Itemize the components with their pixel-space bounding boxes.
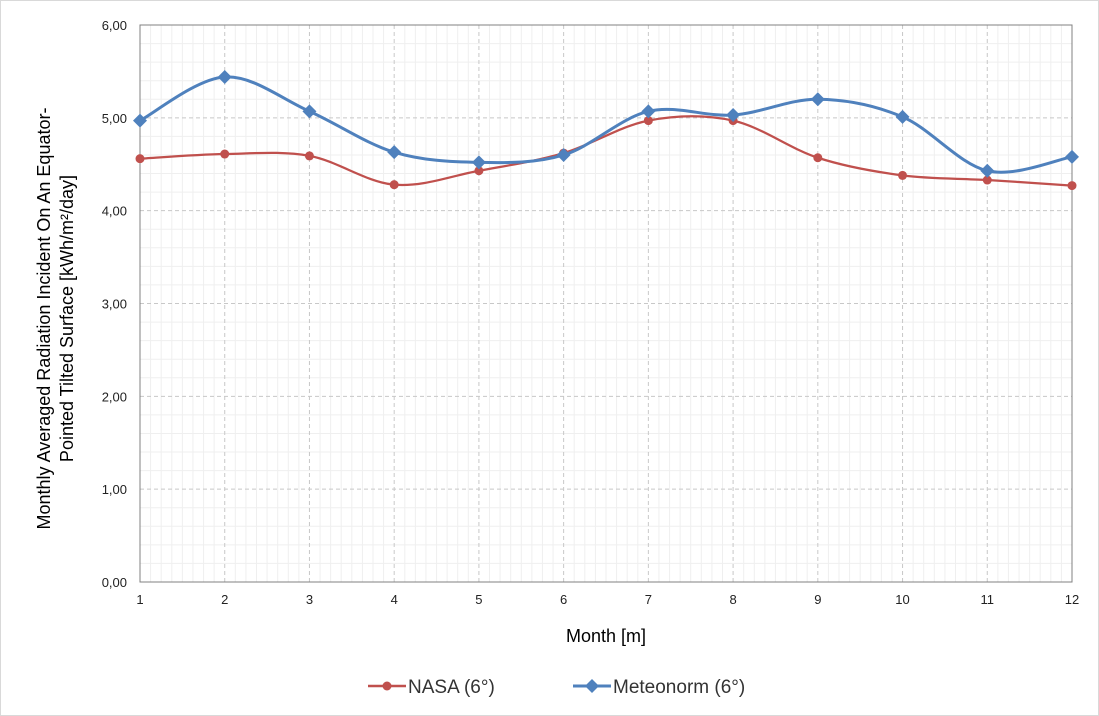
x-tick-label: 9 xyxy=(814,592,821,607)
legend-label-nasa-6: NASA (6°) xyxy=(408,677,495,698)
series-line-meteonorm-6 xyxy=(139,75,1073,174)
series-line-nasa-6 xyxy=(139,115,1073,187)
data-point-nasa-6-circle-marker xyxy=(982,175,992,185)
y-tick-label: 3,00 xyxy=(102,297,127,312)
series-lines xyxy=(139,75,1073,187)
x-tick-label: 4 xyxy=(391,592,398,607)
y-tick-label: 6,00 xyxy=(102,18,127,33)
y-axis-title: Monthly Averaged Radiation Incident On A… xyxy=(34,108,77,530)
data-point-meteonorm-6-diamond-marker xyxy=(471,155,486,170)
x-tick-label: 6 xyxy=(560,592,567,607)
x-axis-tick-labels: 1 2 3 4 5 6 7 8 9 10 11 12 xyxy=(136,592,1079,607)
data-point-meteonorm-6-diamond-marker xyxy=(217,69,232,84)
data-point-nasa-6-circle-marker xyxy=(898,170,908,180)
y-tick-label: 0,00 xyxy=(102,575,127,590)
y-tick-label: 2,00 xyxy=(102,389,127,404)
data-point-meteonorm-6-diamond-marker xyxy=(387,145,402,160)
data-point-nasa-6-circle-marker xyxy=(304,151,314,161)
data-point-meteonorm-6-diamond-marker xyxy=(726,108,741,123)
x-tick-label: 1 xyxy=(136,592,143,607)
data-point-meteonorm-6-diamond-marker xyxy=(895,109,910,124)
series-markers xyxy=(133,69,1079,191)
x-tick-label: 3 xyxy=(306,592,313,607)
data-point-nasa-6-circle-marker xyxy=(474,166,484,176)
data-point-nasa-6-circle-marker xyxy=(813,153,823,163)
data-point-meteonorm-6-diamond-marker xyxy=(641,104,656,119)
legend-nasa-6-circle-marker xyxy=(382,681,392,691)
data-point-nasa-6-circle-marker xyxy=(643,116,653,126)
data-point-meteonorm-6-diamond-marker xyxy=(1065,149,1079,164)
x-tick-label: 2 xyxy=(221,592,228,607)
data-point-nasa-6-circle-marker xyxy=(135,154,145,164)
x-tick-label: 7 xyxy=(645,592,652,607)
data-point-meteonorm-6-diamond-marker xyxy=(980,163,995,178)
y-tick-label: 5,00 xyxy=(102,111,127,126)
data-point-meteonorm-6-diamond-marker xyxy=(810,92,825,107)
plot-area xyxy=(139,24,1073,583)
x-axis-title: Month [m] xyxy=(566,626,646,646)
y-axis-title-line-1: Monthly Averaged Radiation Incident On A… xyxy=(34,108,54,530)
y-axis-title-line-2: Pointed Tilted Surface [kWh/m²/day] xyxy=(57,175,77,462)
legend-label-meteonorm-6: Meteonorm (6°) xyxy=(613,677,745,698)
legend-item-meteonorm-6: Meteonorm (6°) xyxy=(573,677,745,698)
data-point-nasa-6-circle-marker xyxy=(1067,181,1077,191)
x-tick-label: 8 xyxy=(729,592,736,607)
data-point-nasa-6-circle-marker xyxy=(389,180,399,190)
y-tick-label: 4,00 xyxy=(102,204,127,219)
y-tick-label: 1,00 xyxy=(102,482,127,497)
legend-item-nasa-6: NASA (6°) xyxy=(368,677,495,698)
legend-meteonorm-6-diamond-marker xyxy=(585,679,599,693)
x-tick-label: 5 xyxy=(475,592,482,607)
data-point-meteonorm-6-diamond-marker xyxy=(133,113,147,128)
x-tick-label: 11 xyxy=(981,592,995,607)
legend: NASA (6°) Meteonorm (6°) xyxy=(368,677,745,698)
data-point-nasa-6-circle-marker xyxy=(220,149,230,159)
y-axis-tick-labels: 0,00 1,00 2,00 3,00 4,00 5,00 6,00 xyxy=(102,18,127,590)
x-tick-label: 10 xyxy=(895,592,909,607)
x-tick-label: 12 xyxy=(1065,592,1079,607)
data-point-meteonorm-6-diamond-marker xyxy=(302,104,317,119)
data-point-meteonorm-6-diamond-marker xyxy=(556,147,571,162)
